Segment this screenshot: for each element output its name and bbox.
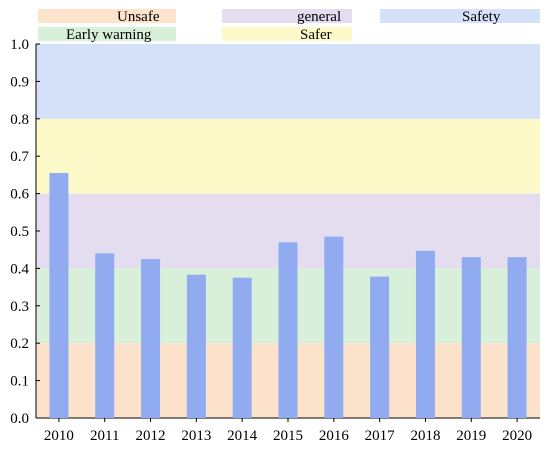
band-safer bbox=[36, 118, 540, 194]
x-tick-label: 2013 bbox=[181, 428, 211, 444]
legend-swatch bbox=[222, 27, 352, 41]
y-tick-label: 0.3 bbox=[10, 299, 29, 315]
legend-label: general bbox=[297, 9, 341, 25]
legend-swatch bbox=[38, 27, 176, 41]
x-tick-label: 2020 bbox=[502, 428, 532, 444]
x-tick-label: 2018 bbox=[410, 428, 440, 444]
legend-label: Safety bbox=[462, 9, 501, 25]
y-tick-label: 0.2 bbox=[10, 336, 29, 352]
bar-2014 bbox=[232, 277, 252, 418]
x-tick-label: 2014 bbox=[227, 428, 258, 444]
bar-2018 bbox=[415, 250, 435, 418]
bar-2012 bbox=[141, 259, 161, 418]
x-tick-label: 2017 bbox=[365, 428, 396, 444]
legend-label: Unsafe bbox=[117, 9, 160, 25]
x-tick-label: 2011 bbox=[90, 428, 119, 444]
y-tick-label: 0.4 bbox=[10, 261, 29, 277]
y-tick-label: 0.1 bbox=[10, 374, 29, 390]
bar-2010 bbox=[49, 173, 69, 418]
legend-label: Safer bbox=[300, 27, 332, 43]
y-tick-label: 0.7 bbox=[10, 149, 29, 165]
bar-2013 bbox=[186, 274, 206, 418]
legend-swatch bbox=[380, 9, 540, 23]
y-tick-label: 0.0 bbox=[10, 411, 29, 427]
y-tick-label: 0.5 bbox=[10, 224, 29, 240]
x-tick-label: 2010 bbox=[44, 428, 74, 444]
y-tick-label: 1.0 bbox=[10, 37, 29, 53]
x-tick-label: 2015 bbox=[273, 428, 303, 444]
bar-2020 bbox=[507, 257, 527, 418]
x-tick-label: 2016 bbox=[319, 428, 350, 444]
legend-swatch bbox=[38, 9, 176, 23]
y-tick-label: 0.6 bbox=[10, 187, 29, 203]
legend-swatch bbox=[222, 9, 352, 23]
x-tick-label: 2019 bbox=[456, 428, 486, 444]
x-tick-label: 2012 bbox=[136, 428, 166, 444]
bar-2015 bbox=[278, 242, 298, 418]
bar-2011 bbox=[95, 253, 115, 418]
y-tick-label: 0.9 bbox=[10, 74, 29, 90]
y-tick-label: 0.8 bbox=[10, 112, 29, 128]
bar-2017 bbox=[370, 276, 390, 418]
legend-label: Early warning bbox=[66, 27, 152, 43]
band-safety bbox=[36, 44, 540, 119]
bar-2016 bbox=[324, 236, 344, 418]
bar-2019 bbox=[461, 257, 481, 418]
